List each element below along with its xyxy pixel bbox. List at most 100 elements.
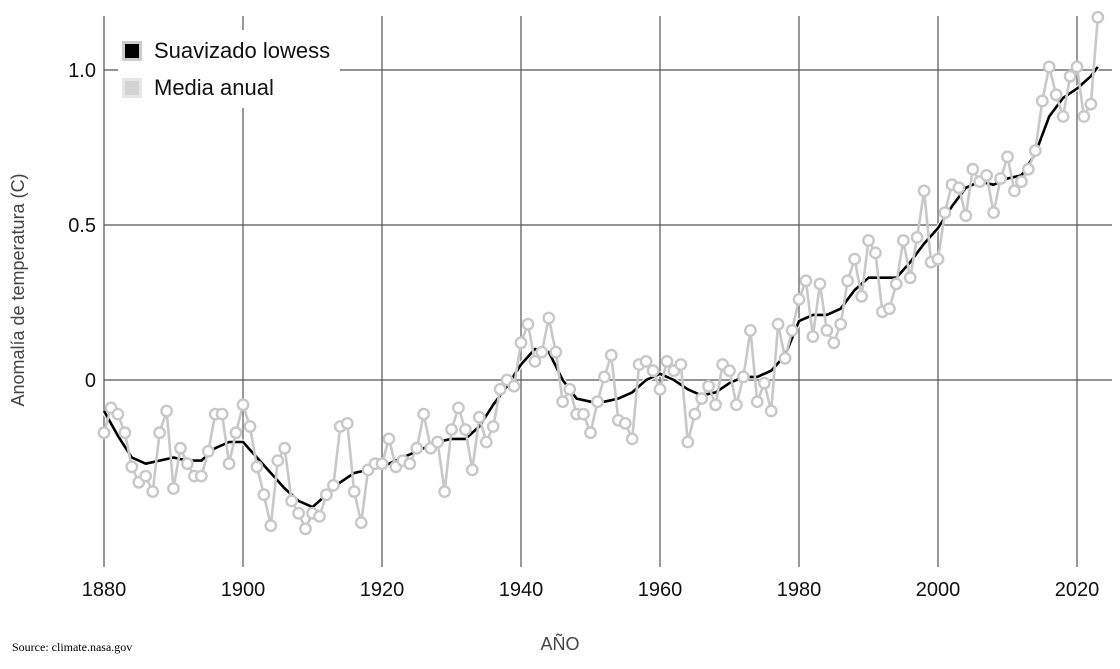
annual-point xyxy=(862,234,875,247)
annual-point xyxy=(563,382,577,396)
annual-point xyxy=(271,454,285,467)
annual-point xyxy=(1091,10,1105,24)
annual-point xyxy=(952,181,966,195)
annual-point xyxy=(709,398,722,412)
annual-point xyxy=(994,172,1007,185)
y-tick-label: 0.5 xyxy=(68,215,96,237)
annual-point xyxy=(799,274,813,288)
annual-point xyxy=(1063,69,1077,83)
annual-point xyxy=(521,317,535,331)
y-axis-ticks: 0 0.5 1.0 xyxy=(68,60,96,392)
legend-label-annual: Media anual xyxy=(154,74,274,100)
annual-point xyxy=(660,354,674,368)
annual-point xyxy=(514,336,528,350)
annual-point xyxy=(1070,60,1084,74)
annual-point xyxy=(1084,97,1098,111)
annual-point xyxy=(730,398,743,412)
annual-point xyxy=(757,376,771,390)
annual-point xyxy=(243,420,257,433)
annual-point xyxy=(785,323,799,337)
annual-point xyxy=(827,336,841,350)
annual-point xyxy=(410,441,424,455)
annual-point xyxy=(382,432,396,446)
annual-point xyxy=(737,370,750,384)
annual-point xyxy=(702,379,715,393)
annual-point xyxy=(97,426,111,440)
legend-swatch-lowess xyxy=(122,40,142,61)
legend-item-annual: Media anual xyxy=(122,69,330,106)
annual-point xyxy=(1049,88,1063,102)
annual-point xyxy=(528,354,542,368)
annual-point xyxy=(869,246,882,260)
annual-point xyxy=(1028,144,1042,158)
annual-point xyxy=(764,404,778,418)
annual-point xyxy=(431,435,444,449)
annual-point xyxy=(820,323,834,337)
annual-point xyxy=(744,323,757,337)
annual-point xyxy=(354,516,368,529)
annual-point xyxy=(1035,94,1049,108)
annual-point xyxy=(507,379,521,393)
annual-point xyxy=(771,317,785,331)
annual-point xyxy=(285,494,298,508)
annual-point xyxy=(1008,184,1021,198)
annual-point xyxy=(1021,162,1035,176)
x-tick-label: 1900 xyxy=(221,579,266,601)
x-tick-label: 2020 xyxy=(1055,579,1100,601)
annual-point xyxy=(326,478,340,492)
annual-point xyxy=(215,407,229,421)
annual-point xyxy=(834,317,848,331)
annual-point xyxy=(319,488,333,502)
annual-point xyxy=(375,457,389,471)
annual-point xyxy=(681,435,695,449)
annual-point xyxy=(173,441,187,455)
annual-point xyxy=(959,209,973,223)
annual-point xyxy=(896,234,910,247)
x-tick-label: 2000 xyxy=(916,579,961,601)
annual-point xyxy=(1056,110,1070,123)
annual-point xyxy=(625,432,639,446)
x-tick-label: 1920 xyxy=(360,579,405,601)
annual-point xyxy=(542,311,556,325)
annual-point xyxy=(889,277,903,291)
annual-point xyxy=(1077,110,1091,123)
annual-point xyxy=(125,460,139,474)
annual-point xyxy=(417,407,431,421)
y-axis-label: Anomalía de temperatura (C) xyxy=(8,173,28,406)
annual-point xyxy=(250,460,264,474)
annual-point xyxy=(153,426,167,440)
annual-point xyxy=(1015,175,1028,189)
annual-mean-series xyxy=(97,10,1105,536)
annual-point xyxy=(966,162,980,176)
annual-point xyxy=(257,488,271,502)
annual-point xyxy=(778,351,792,365)
annual-point xyxy=(236,398,250,412)
annual-point xyxy=(472,410,486,424)
annual-point xyxy=(458,423,472,436)
x-tick-label: 1960 xyxy=(638,579,683,601)
annual-point xyxy=(438,485,451,498)
annual-point xyxy=(111,407,125,421)
annual-point xyxy=(1042,60,1056,74)
annual-point xyxy=(910,230,924,244)
annual-point xyxy=(618,416,632,430)
legend-label-lowess: Suavizado lowess xyxy=(154,37,331,63)
annual-point xyxy=(180,457,194,471)
annual-point xyxy=(646,364,660,378)
annual-point xyxy=(465,463,479,477)
annual-point xyxy=(313,510,326,523)
annual-point xyxy=(813,277,827,291)
annual-point xyxy=(688,407,702,421)
annual-point xyxy=(194,469,208,483)
annual-point xyxy=(347,485,361,498)
annual-point xyxy=(653,382,667,396)
annual-point xyxy=(750,395,764,409)
annual-point xyxy=(639,354,653,368)
annual-point xyxy=(229,426,243,440)
lowess-line xyxy=(102,66,1099,509)
annual-point xyxy=(917,184,931,198)
x-tick-label: 1940 xyxy=(499,579,544,601)
annual-point xyxy=(695,392,709,405)
annual-point xyxy=(340,416,354,430)
annual-point xyxy=(535,345,549,359)
